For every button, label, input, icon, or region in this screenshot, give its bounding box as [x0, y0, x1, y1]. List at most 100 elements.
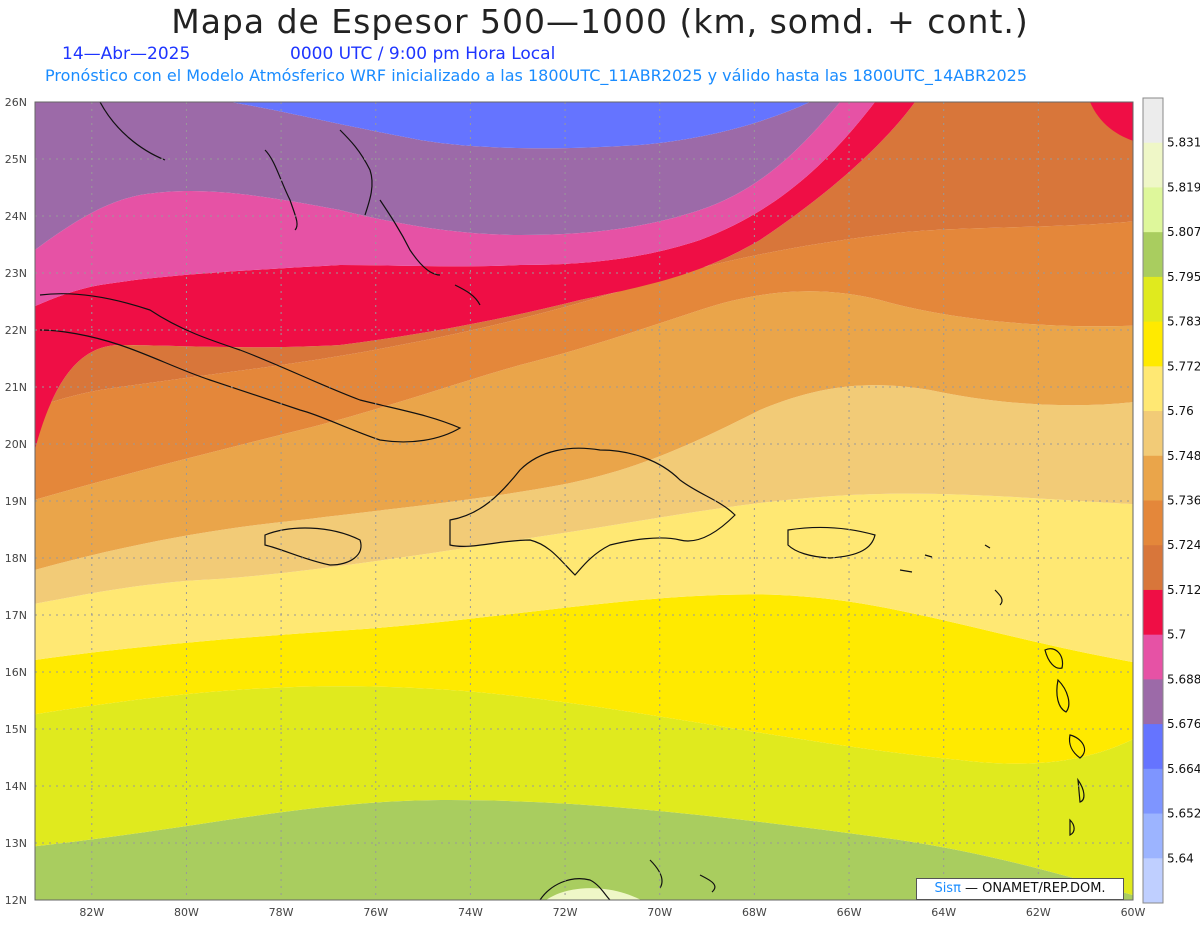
lat-label: 26N [5, 96, 27, 109]
coast-puerto-rico [787, 526, 876, 559]
lat-label: 13N [5, 837, 27, 850]
colorbar-swatch [1143, 232, 1163, 278]
colorbar-label: 5.831 [1167, 136, 1200, 150]
colorbar-swatch [1143, 545, 1163, 591]
coastlines [39, 102, 1085, 900]
lat-label: 17N [5, 609, 27, 622]
coast-florida [99, 102, 166, 161]
lon-label: 80W [174, 906, 199, 919]
colorbar-label: 5.807 [1167, 225, 1200, 239]
coast-lesser-antilles-2 [1056, 678, 1070, 713]
coast-jamaica [264, 527, 362, 566]
lon-label: 60W [1121, 906, 1146, 919]
coast-cuba [39, 293, 462, 443]
coast-bahamas-1 [264, 149, 298, 231]
latitude-labels: 26N 25N 24N 23N 22N 21N 20N 19N 18N 17N 16N 15N 14N 1… [5, 96, 27, 907]
lat-label: 19N [5, 495, 27, 508]
colorbar-label: 5.688 [1167, 672, 1200, 686]
credit-box: Sisπ — ONAMET/REP.DOM. [916, 878, 1124, 900]
colorbar-label: 5.795 [1167, 270, 1200, 284]
colorbar-label: 5.664 [1167, 762, 1200, 776]
colorbar-swatch [1143, 142, 1163, 188]
thickness-bands [35, 102, 1133, 900]
colorbar-label: 5.676 [1167, 717, 1200, 731]
coast-bahamas-3 [379, 199, 441, 276]
model-subtitle: Pronóstico con el Modelo Atmósferico WRF… [45, 66, 1028, 85]
lon-label: 68W [742, 906, 767, 919]
band-5772 [35, 594, 1133, 764]
lon-label: 70W [647, 906, 672, 919]
lon-label: 74W [458, 906, 483, 919]
coast-lesser-antilles-3 [1068, 734, 1085, 759]
colorbar-swatch [1143, 455, 1163, 501]
lat-label: 20N [5, 438, 27, 451]
colorbar-swatch [1143, 276, 1163, 323]
colorbar-label: 5.652 [1167, 807, 1200, 821]
colorbar-swatch [1143, 768, 1163, 815]
lat-label: 25N [5, 153, 27, 166]
map-frame [34, 101, 1134, 901]
lon-label: 72W [553, 906, 578, 919]
coast-lesser-antilles-5 [1069, 818, 1075, 836]
colorbar-swatch [1143, 500, 1163, 546]
colorbar-swatch [1143, 321, 1163, 367]
coast-virgin-islands [899, 544, 1003, 606]
colorbar-label: 5.772 [1167, 359, 1200, 373]
colorbar-swatch [1143, 187, 1163, 233]
lon-label: 82W [79, 906, 104, 919]
colorbar-label: 5.64 [1167, 851, 1194, 865]
colorbar-label: 5.712 [1167, 583, 1200, 597]
colorbar-label: 5.76 [1167, 404, 1194, 418]
lat-label: 16N [5, 666, 27, 679]
band-5700 [35, 102, 915, 450]
band-5795 [35, 800, 1133, 900]
colorbar-label: 5.724 [1167, 538, 1200, 552]
lat-label: 21N [5, 381, 27, 394]
lon-label: 64W [931, 906, 956, 919]
forecast-date: 14—Abr—2025 [62, 44, 191, 64]
lat-label: 23N [5, 267, 27, 280]
band-5760 [35, 493, 1133, 663]
colorbar-frame [1142, 97, 1164, 904]
band-5783 [35, 686, 1133, 896]
colorbar-label: 5.819 [1167, 180, 1200, 194]
band-5807 [546, 888, 641, 900]
colorbar-swatch [1143, 634, 1163, 680]
band-5736 [35, 291, 1133, 570]
lat-label: 15N [5, 723, 27, 736]
colorbar-label: 5.7 [1167, 628, 1186, 642]
coast-bahamas-2 [339, 129, 373, 216]
coast-south-america [539, 859, 716, 900]
colorbar-swatch [1143, 411, 1163, 457]
band-5664 [230, 102, 810, 149]
coast-lesser-antilles-1 [1044, 648, 1064, 669]
colorbar-label: 5.736 [1167, 494, 1200, 508]
band-5748 [35, 385, 1133, 604]
credit-brand: Sisπ [934, 881, 961, 896]
lat-label: 24N [5, 210, 27, 223]
colorbar-swatch [1143, 858, 1163, 904]
lon-label: 62W [1026, 906, 1051, 919]
colorbar-swatch [1143, 366, 1163, 412]
map-title: Mapa de Espesor 500—1000 (km, somd. + co… [171, 2, 1029, 41]
lon-label: 78W [269, 906, 294, 919]
colorbar-swatch [1143, 724, 1163, 770]
band-5712 [35, 102, 1133, 450]
band-5676 [35, 102, 840, 250]
colorbar-swatch [1143, 98, 1163, 144]
lat-label: 14N [5, 780, 27, 793]
lon-label: 66W [837, 906, 862, 919]
longitude-labels: 82W 80W 78W 76W 74W 72W 70W 68W 66W 64W 62W 60W [79, 906, 1145, 919]
credit-text: — ONAMET/REP.DOM. [960, 881, 1106, 896]
lat-label: 18N [5, 552, 27, 565]
forecast-time: 0000 UTC / 9:00 pm Hora Local [290, 44, 556, 64]
band-5688 [35, 102, 875, 307]
colorbar-swatch [1143, 813, 1163, 859]
colorbar-swatch [1143, 589, 1163, 636]
lat-label: 22N [5, 324, 27, 337]
coast-hispaniola [449, 447, 736, 576]
colorbar-label: 5.783 [1167, 315, 1200, 329]
lon-label: 76W [363, 906, 388, 919]
colorbar-label: 5.748 [1167, 449, 1200, 463]
